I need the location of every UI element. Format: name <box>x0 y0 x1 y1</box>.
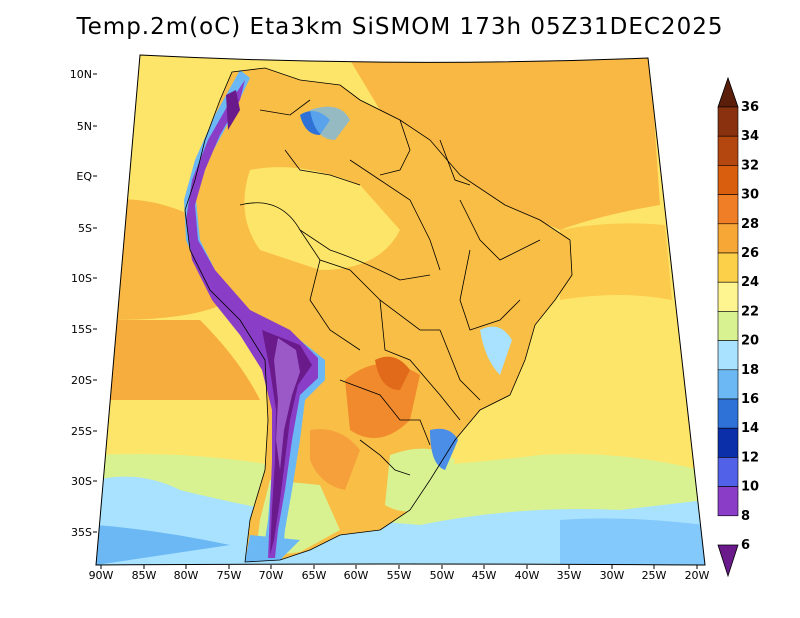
map-title: Temp.2m(oC) Eta3km SiSMOM 173h 05Z31DEC2… <box>76 14 724 40</box>
colorbar-bottom-arrow <box>717 544 739 578</box>
lon-label-70w: 70W <box>259 569 284 582</box>
colorbar-label: 22 <box>741 304 759 319</box>
colorbar-label: 16 <box>741 392 759 407</box>
lat-label-10s: 10S <box>71 272 92 285</box>
colorbar-label: 14 <box>741 421 759 436</box>
lon-label-20w: 20W <box>685 569 710 582</box>
lat-label-eq: EQ <box>76 170 92 183</box>
colorbar-cell <box>717 427 739 458</box>
colorbar-label: 30 <box>741 188 759 203</box>
colorbar-cell <box>717 369 739 400</box>
colorbar-cell <box>717 281 739 312</box>
colorbar-label: 36 <box>741 100 759 115</box>
colorbar-label: 26 <box>741 246 759 261</box>
lat-label-15s: 15S <box>71 323 92 336</box>
colorbar-label: 28 <box>741 217 759 232</box>
colorbar: 36 34 32 30 28 26 24 22 20 18 16 14 12 10 8 6 <box>717 76 759 578</box>
colorbar-cell <box>717 340 739 371</box>
lat-label-30s: 30S <box>71 475 92 488</box>
lon-label-55w: 55W <box>387 569 412 582</box>
lat-label-10n: 10N <box>70 68 92 81</box>
lon-label-30w: 30W <box>600 569 625 582</box>
colorbar-cell <box>717 398 739 429</box>
temperature-field <box>96 55 705 565</box>
colorbar-cell <box>717 106 739 137</box>
lon-label-90w: 90W <box>89 569 114 582</box>
colorbar-label: 32 <box>741 158 759 173</box>
colorbar-cell <box>717 457 739 487</box>
lon-label-60w: 60W <box>344 569 369 582</box>
colorbar-cell <box>717 223 739 254</box>
longitude-axis: 90W 85W 80W 75W 70W 65W 60W 55W 50W 45W … <box>89 569 710 582</box>
lon-label-35w: 35W <box>557 569 582 582</box>
lat-label-35s: 35S <box>71 526 92 539</box>
lon-label-85w: 85W <box>132 569 157 582</box>
colorbar-cell <box>717 165 739 195</box>
colorbar-cell <box>717 194 739 225</box>
colorbar-label: 18 <box>741 363 759 378</box>
colorbar-label: 34 <box>741 129 759 144</box>
lon-label-40w: 40W <box>515 569 540 582</box>
lon-label-80w: 80W <box>174 569 199 582</box>
lat-label-25s: 25S <box>71 425 92 438</box>
colorbar-label: 10 <box>741 480 759 495</box>
colorbar-label: 12 <box>741 450 759 465</box>
lon-label-75w: 75W <box>217 569 242 582</box>
lon-label-50w: 50W <box>430 569 455 582</box>
lat-label-20s: 20S <box>71 374 92 387</box>
colorbar-label: 8 <box>741 509 750 524</box>
colorbar-cell <box>717 252 739 283</box>
colorbar-cell <box>717 486 739 517</box>
colorbar-label: 20 <box>741 334 759 349</box>
lat-label-5s: 5S <box>78 222 92 235</box>
lon-label-65w: 65W <box>302 569 327 582</box>
colorbar-top-arrow <box>717 76 739 108</box>
lat-label-5n: 5N <box>77 120 92 133</box>
lon-label-45w: 45W <box>472 569 497 582</box>
lon-label-25w: 25W <box>642 569 667 582</box>
colorbar-cell <box>717 311 739 341</box>
colorbar-label: 6 <box>741 538 750 553</box>
colorbar-cell <box>717 135 739 166</box>
latitude-axis: 10N 5N EQ 5S 10S 15S 20S 25S 30S 35S <box>70 68 93 539</box>
colorbar-label: 24 <box>741 275 759 290</box>
